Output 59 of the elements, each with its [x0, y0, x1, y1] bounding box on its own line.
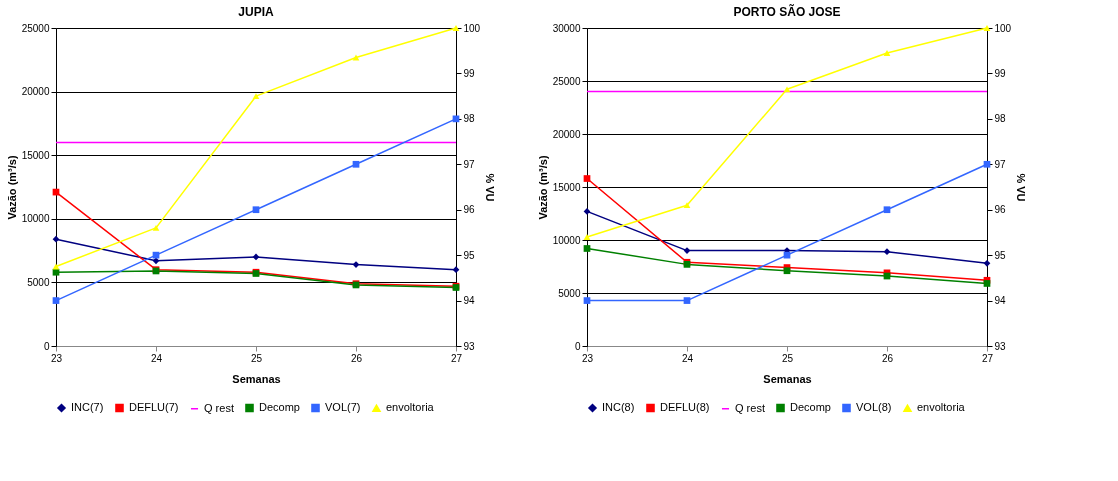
- y2-tick-label: 93: [994, 340, 1007, 352]
- y-tick-label: 10000: [21, 213, 50, 225]
- y2-tick-label: 98: [463, 113, 476, 125]
- x-tick-label: 27: [450, 352, 463, 364]
- y2-tick-label: 97: [994, 158, 1007, 170]
- y-tick-label: 5000: [558, 287, 581, 299]
- y2-tick-label: 98: [994, 113, 1007, 125]
- y-tick-label: 15000: [21, 149, 50, 161]
- y-tick-label: 20000: [552, 128, 581, 140]
- y2-tick-label: 100: [463, 22, 481, 34]
- x-tick-label: 24: [681, 352, 694, 364]
- legend-label: VOL(7): [325, 400, 361, 413]
- x-tick-label: 23: [50, 352, 63, 364]
- legend-label: DEFLU(8): [660, 400, 710, 413]
- x-tick-label: 23: [581, 352, 594, 364]
- chart-title: JUPIA: [238, 5, 275, 19]
- y-tick-label: 5000: [27, 276, 50, 288]
- y2-axis-title: % VU: [1015, 173, 1028, 202]
- x-tick-label: 25: [250, 352, 263, 364]
- x-tick-label: 26: [350, 352, 363, 364]
- y-tick-label: 0: [574, 340, 581, 352]
- y2-tick-label: 97: [463, 158, 476, 170]
- y2-tick-label: 94: [994, 295, 1007, 307]
- y2-tick-label: 93: [463, 340, 476, 352]
- legend-label: Q rest: [204, 401, 234, 414]
- legend-label: DEFLU(7): [129, 400, 179, 413]
- y-tick-label: 20000: [21, 86, 50, 98]
- x-tick-label: 26: [881, 352, 894, 364]
- legend-label: envoltoria: [386, 401, 435, 414]
- x-tick-label: 24: [150, 352, 163, 364]
- legend-label: Decomp: [790, 400, 831, 413]
- y2-tick-label: 96: [463, 204, 476, 216]
- y-tick-label: 25000: [21, 22, 50, 34]
- x-tick-label: 25: [781, 352, 794, 364]
- y2-tick-label: 95: [994, 249, 1007, 261]
- y-tick-label: 0: [43, 340, 50, 352]
- y2-tick-label: 99: [994, 67, 1007, 79]
- y2-tick-label: 96: [994, 204, 1007, 216]
- y-tick-label: 25000: [552, 75, 581, 87]
- legend-label: Decomp: [259, 400, 300, 413]
- legend-label: VOL(8): [856, 400, 892, 413]
- y2-axis-title: % VU: [484, 173, 497, 202]
- y2-tick-label: 95: [463, 249, 476, 261]
- x-axis-title: Semanas: [232, 372, 281, 385]
- y2-tick-label: 100: [994, 22, 1012, 34]
- legend-label: INC(8): [602, 400, 635, 413]
- x-axis-title: Semanas: [763, 372, 812, 385]
- legend-label: envoltoria: [917, 401, 966, 414]
- y-axis-title: Vazão (m³/s): [536, 155, 549, 220]
- y-axis-title: Vazão (m³/s): [5, 155, 18, 220]
- x-tick-label: 27: [981, 352, 994, 364]
- y-tick-label: 15000: [552, 181, 581, 193]
- y-tick-label: 10000: [552, 234, 581, 246]
- legend-label: Q rest: [735, 401, 765, 414]
- y-tick-label: 30000: [552, 22, 581, 34]
- chart-title: PORTO SÃO JOSE: [733, 4, 841, 19]
- y2-tick-label: 94: [463, 295, 476, 307]
- legend-label: INC(7): [71, 400, 104, 413]
- y2-tick-label: 99: [463, 67, 476, 79]
